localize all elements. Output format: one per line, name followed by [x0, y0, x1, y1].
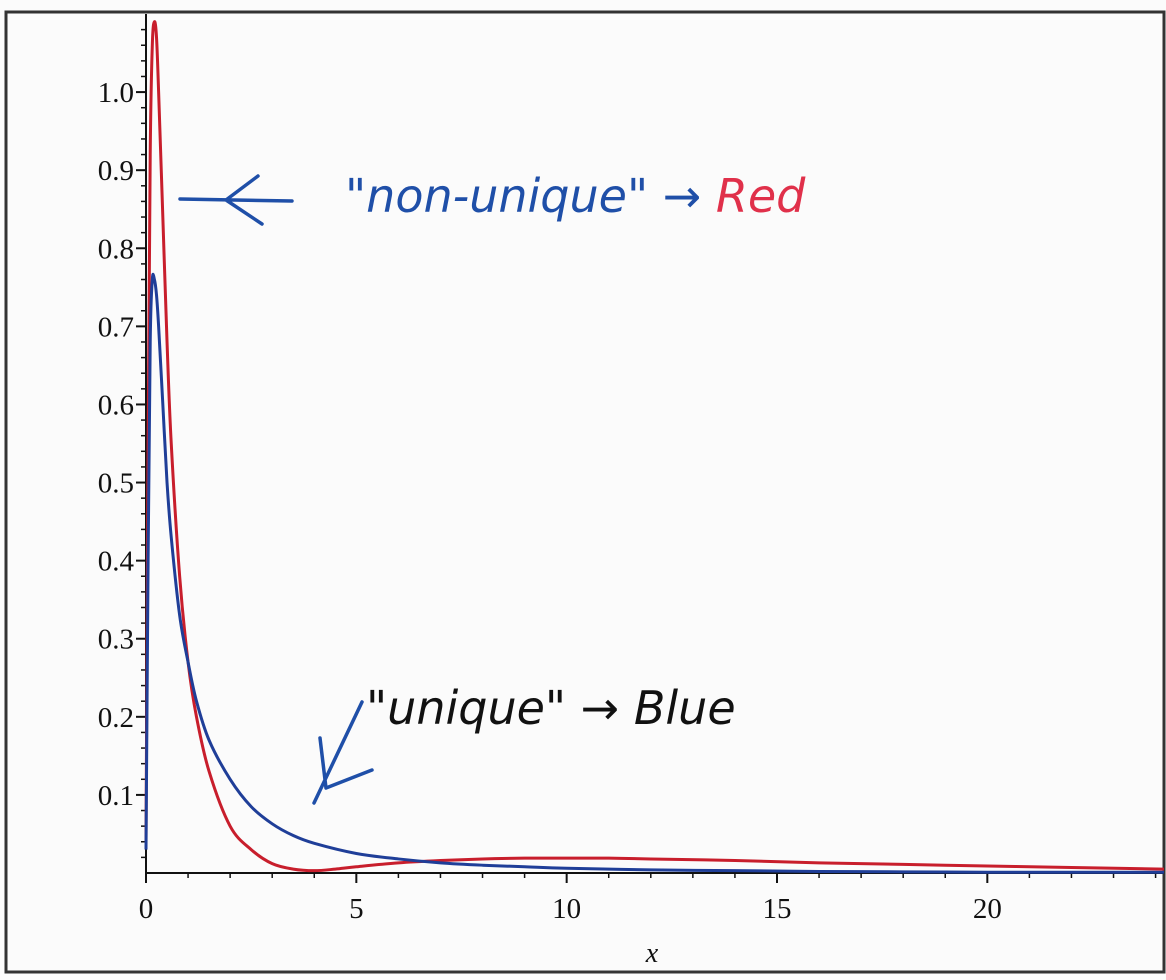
minor-ticks: [141, 28, 1157, 878]
annotation-nonunique-label: "non-unique" →: [345, 169, 716, 223]
y-ticks: 0.1 0.2 0.3 0.4 0.5 0.6 0.7 0.8 0.9 1.0: [98, 77, 146, 812]
series-line-2: [144, 272, 1164, 874]
x-tick-label: 20: [973, 893, 1002, 925]
y-tick-label: 0.8: [98, 233, 134, 265]
y-tick-label: 0.6: [98, 389, 134, 421]
y-tick-label: 0.1: [98, 780, 134, 812]
y-tick-label: 0.7: [98, 311, 134, 343]
annotation-arrow-red: [178, 174, 294, 226]
x-tick-label: 15: [762, 893, 791, 925]
y-tick-label: 1.0: [98, 77, 134, 109]
annotation-arrow-blue: [312, 700, 374, 805]
x-tick-label: 10: [552, 893, 581, 925]
series-group: [144, 20, 1165, 874]
annotation-unique-label: "unique" → Blue: [366, 681, 736, 735]
x-tick-label: 0: [139, 893, 154, 925]
y-tick-label: 0.4: [98, 546, 135, 578]
y-tick-label: 0.3: [98, 624, 134, 656]
series-line-1: [144, 20, 1165, 873]
y-tick-label: 0.2: [98, 702, 134, 734]
annotations: "non-unique" → Red "unique" → Blue: [178, 169, 806, 805]
plot-frame: [4, 10, 1166, 974]
x-ticks: 0 5 10 15 20: [139, 873, 1002, 925]
y-tick-label: 0.9: [98, 155, 134, 187]
annotation-nonunique: "non-unique" → Red: [345, 169, 806, 223]
x-axis-title: x: [645, 938, 659, 969]
y-tick-label: 0.5: [98, 468, 134, 500]
annotation-red-label: Red: [716, 169, 806, 223]
x-tick-label: 5: [349, 893, 364, 925]
